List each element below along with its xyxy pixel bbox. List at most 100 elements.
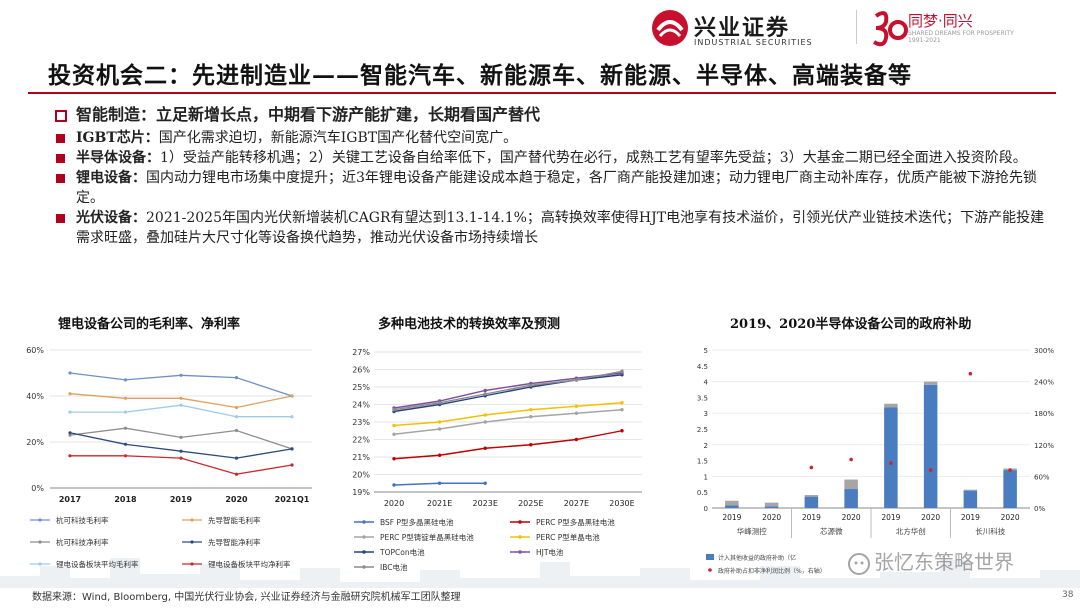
bullet-item-semiconductor: 半导体设备：1）受益产能转移机遇；2）关键工艺设备自给率低下，国产替代势在必行，…	[54, 148, 1054, 168]
chart2-x-tick-label: 2025E	[518, 499, 543, 508]
chart3-group-label: 北方华创	[896, 526, 926, 536]
anniversary-logo: 同梦·同兴 SHARED DREAMS FOR PROSPERITY 1991-…	[872, 6, 1072, 50]
chart2-point	[620, 401, 624, 405]
chart1-legend-marker	[190, 518, 194, 522]
chart2-point	[529, 383, 533, 387]
chart1-point	[179, 403, 183, 407]
chart2-series-line	[393, 372, 623, 409]
chart2-series	[392, 369, 624, 487]
chart3-bar	[884, 407, 898, 508]
company-logo-name: 兴业证券	[694, 16, 791, 41]
bullet-heading: 智能制造：立足新增长点，中期看下游产能扩建，长期看国产替代	[54, 104, 1054, 126]
chart3-y-tick-label: 5	[704, 347, 708, 355]
chart2-series-line	[393, 402, 623, 427]
chart2-legend-label: PERC P型单晶电池	[536, 532, 600, 542]
chart3-bar	[844, 489, 858, 508]
chart1-point	[123, 442, 128, 446]
chart3-bar	[764, 506, 779, 508]
chart2-legend-marker	[362, 565, 366, 569]
chart3-group-label: 华峰测控	[737, 526, 767, 536]
chart3-gridlines	[712, 349, 1030, 509]
chart1-legend-label: 锂电设备板块平均毛利率	[56, 559, 139, 569]
chart1-series	[68, 371, 294, 476]
chart3-bar-cap	[844, 479, 858, 490]
chart2-legend-label: PERC P型铸锭单晶黑硅电池	[380, 532, 474, 542]
chart1-y-ticks: 0% 20% 40% 60%	[26, 346, 44, 493]
chart1-point	[179, 373, 183, 377]
chart1-legend-marker	[190, 540, 194, 544]
chart3-y-tick-label: 1.5	[697, 458, 708, 466]
chart1-point	[234, 428, 239, 433]
chart3-y-tick-label: 4.5	[697, 363, 708, 371]
chart3-bars	[725, 381, 1017, 508]
chart3-ratio-point	[968, 371, 973, 376]
chart1-legend-label: 杭可科技净利率	[56, 537, 109, 547]
chart1-title: 锂电设备公司的毛利率、净利率	[58, 317, 241, 332]
chart2-point	[620, 408, 624, 412]
skyline-decoration	[0, 558, 1080, 588]
chart2-point	[437, 401, 442, 405]
chart1-point	[68, 454, 72, 458]
chart1-gridlines	[50, 349, 312, 489]
chart1-y-tick-label: 60%	[26, 346, 44, 355]
chart1-series-line	[70, 404, 292, 418]
chart3-y-tick-label: 4	[704, 379, 709, 387]
chart3-x-tick-label: 2020	[842, 513, 861, 522]
chart1-point	[68, 410, 72, 414]
chart1-point	[68, 431, 72, 435]
chart3-legend-label: 计入其他收益的政府补助（亿	[718, 554, 796, 562]
chart3-bar	[725, 505, 739, 508]
chart2-y-tick-label: 24%	[352, 401, 370, 410]
chart2-y-tick-label: 20%	[352, 471, 370, 480]
chart1-legend-label: 先导智能净利率	[208, 537, 261, 547]
chart1-x-ticks: 2017 2018 2019 2020 2021Q1	[59, 495, 310, 504]
chart1-point	[123, 396, 128, 400]
chart3-title: 2019、2020半导体设备公司的政府补助	[730, 317, 972, 332]
chart2-y-ticks: 19% 20% 21% 22% 23% 24% 25% 26% 27%	[352, 348, 370, 497]
chart2-legend-label: HJT电池	[536, 547, 564, 557]
chart2-legend-label: PERC P型多晶黑硅电池	[536, 517, 615, 527]
chart1-x-tick-label: 2021Q1	[275, 495, 310, 504]
chart3-legend-label: 政府补助占扣非净利润比例（%，右轴）	[718, 567, 826, 575]
chart3-x-tick-label: 2020	[1001, 513, 1020, 522]
chart3-bar	[963, 490, 978, 508]
hollow-square-icon	[55, 110, 67, 122]
chart1-point	[290, 463, 294, 467]
chart3-y-tick-label: 3.5	[697, 394, 708, 402]
chart2-series-line	[393, 370, 623, 411]
anniversary-slogan: 同梦·同兴	[908, 12, 973, 30]
chart1-legend-marker	[190, 562, 194, 566]
chart2-point	[437, 427, 442, 431]
chart2-series-line	[393, 430, 623, 460]
anniversary-30-icon	[872, 11, 908, 47]
chart2-legend-marker	[518, 520, 522, 524]
chart1-point	[234, 415, 239, 419]
chart1-y-tick-label: 40%	[26, 392, 44, 401]
chart2-point	[483, 446, 487, 450]
chart2-series-line	[393, 409, 623, 435]
chart1-point	[290, 394, 294, 398]
chart1-y-tick-label: 20%	[26, 438, 44, 447]
chart1-point	[290, 415, 294, 419]
watermark: 张忆东策略世界	[848, 546, 1014, 575]
chart2-x-tick-label: 2023E	[472, 499, 497, 508]
chart2-legend-label: BSF P型多晶黑硅电池	[380, 517, 454, 527]
square-bullet-icon	[56, 214, 65, 223]
chart2-point	[574, 411, 579, 415]
chart1-point	[179, 396, 183, 400]
chart2-point	[529, 415, 533, 419]
chart2-point	[483, 392, 487, 396]
chart1-point	[68, 392, 72, 396]
chart1-legend-label: 杭可科技毛利率	[56, 515, 109, 525]
chart2-x-tick-label: 2020	[384, 499, 404, 508]
chart3-y-tick-label: 1	[704, 473, 708, 481]
company-logo: 兴业证券 INDUSTRIAL SECURITIES	[650, 8, 840, 48]
chart3-legend-swatch	[706, 554, 714, 560]
chart3-bar-cap	[804, 495, 819, 497]
chart2-title: 多种电池技术的转换效率及预测	[378, 317, 561, 332]
chart2-point	[620, 369, 624, 373]
chart2-point	[392, 408, 396, 412]
title-divider	[28, 92, 1056, 94]
